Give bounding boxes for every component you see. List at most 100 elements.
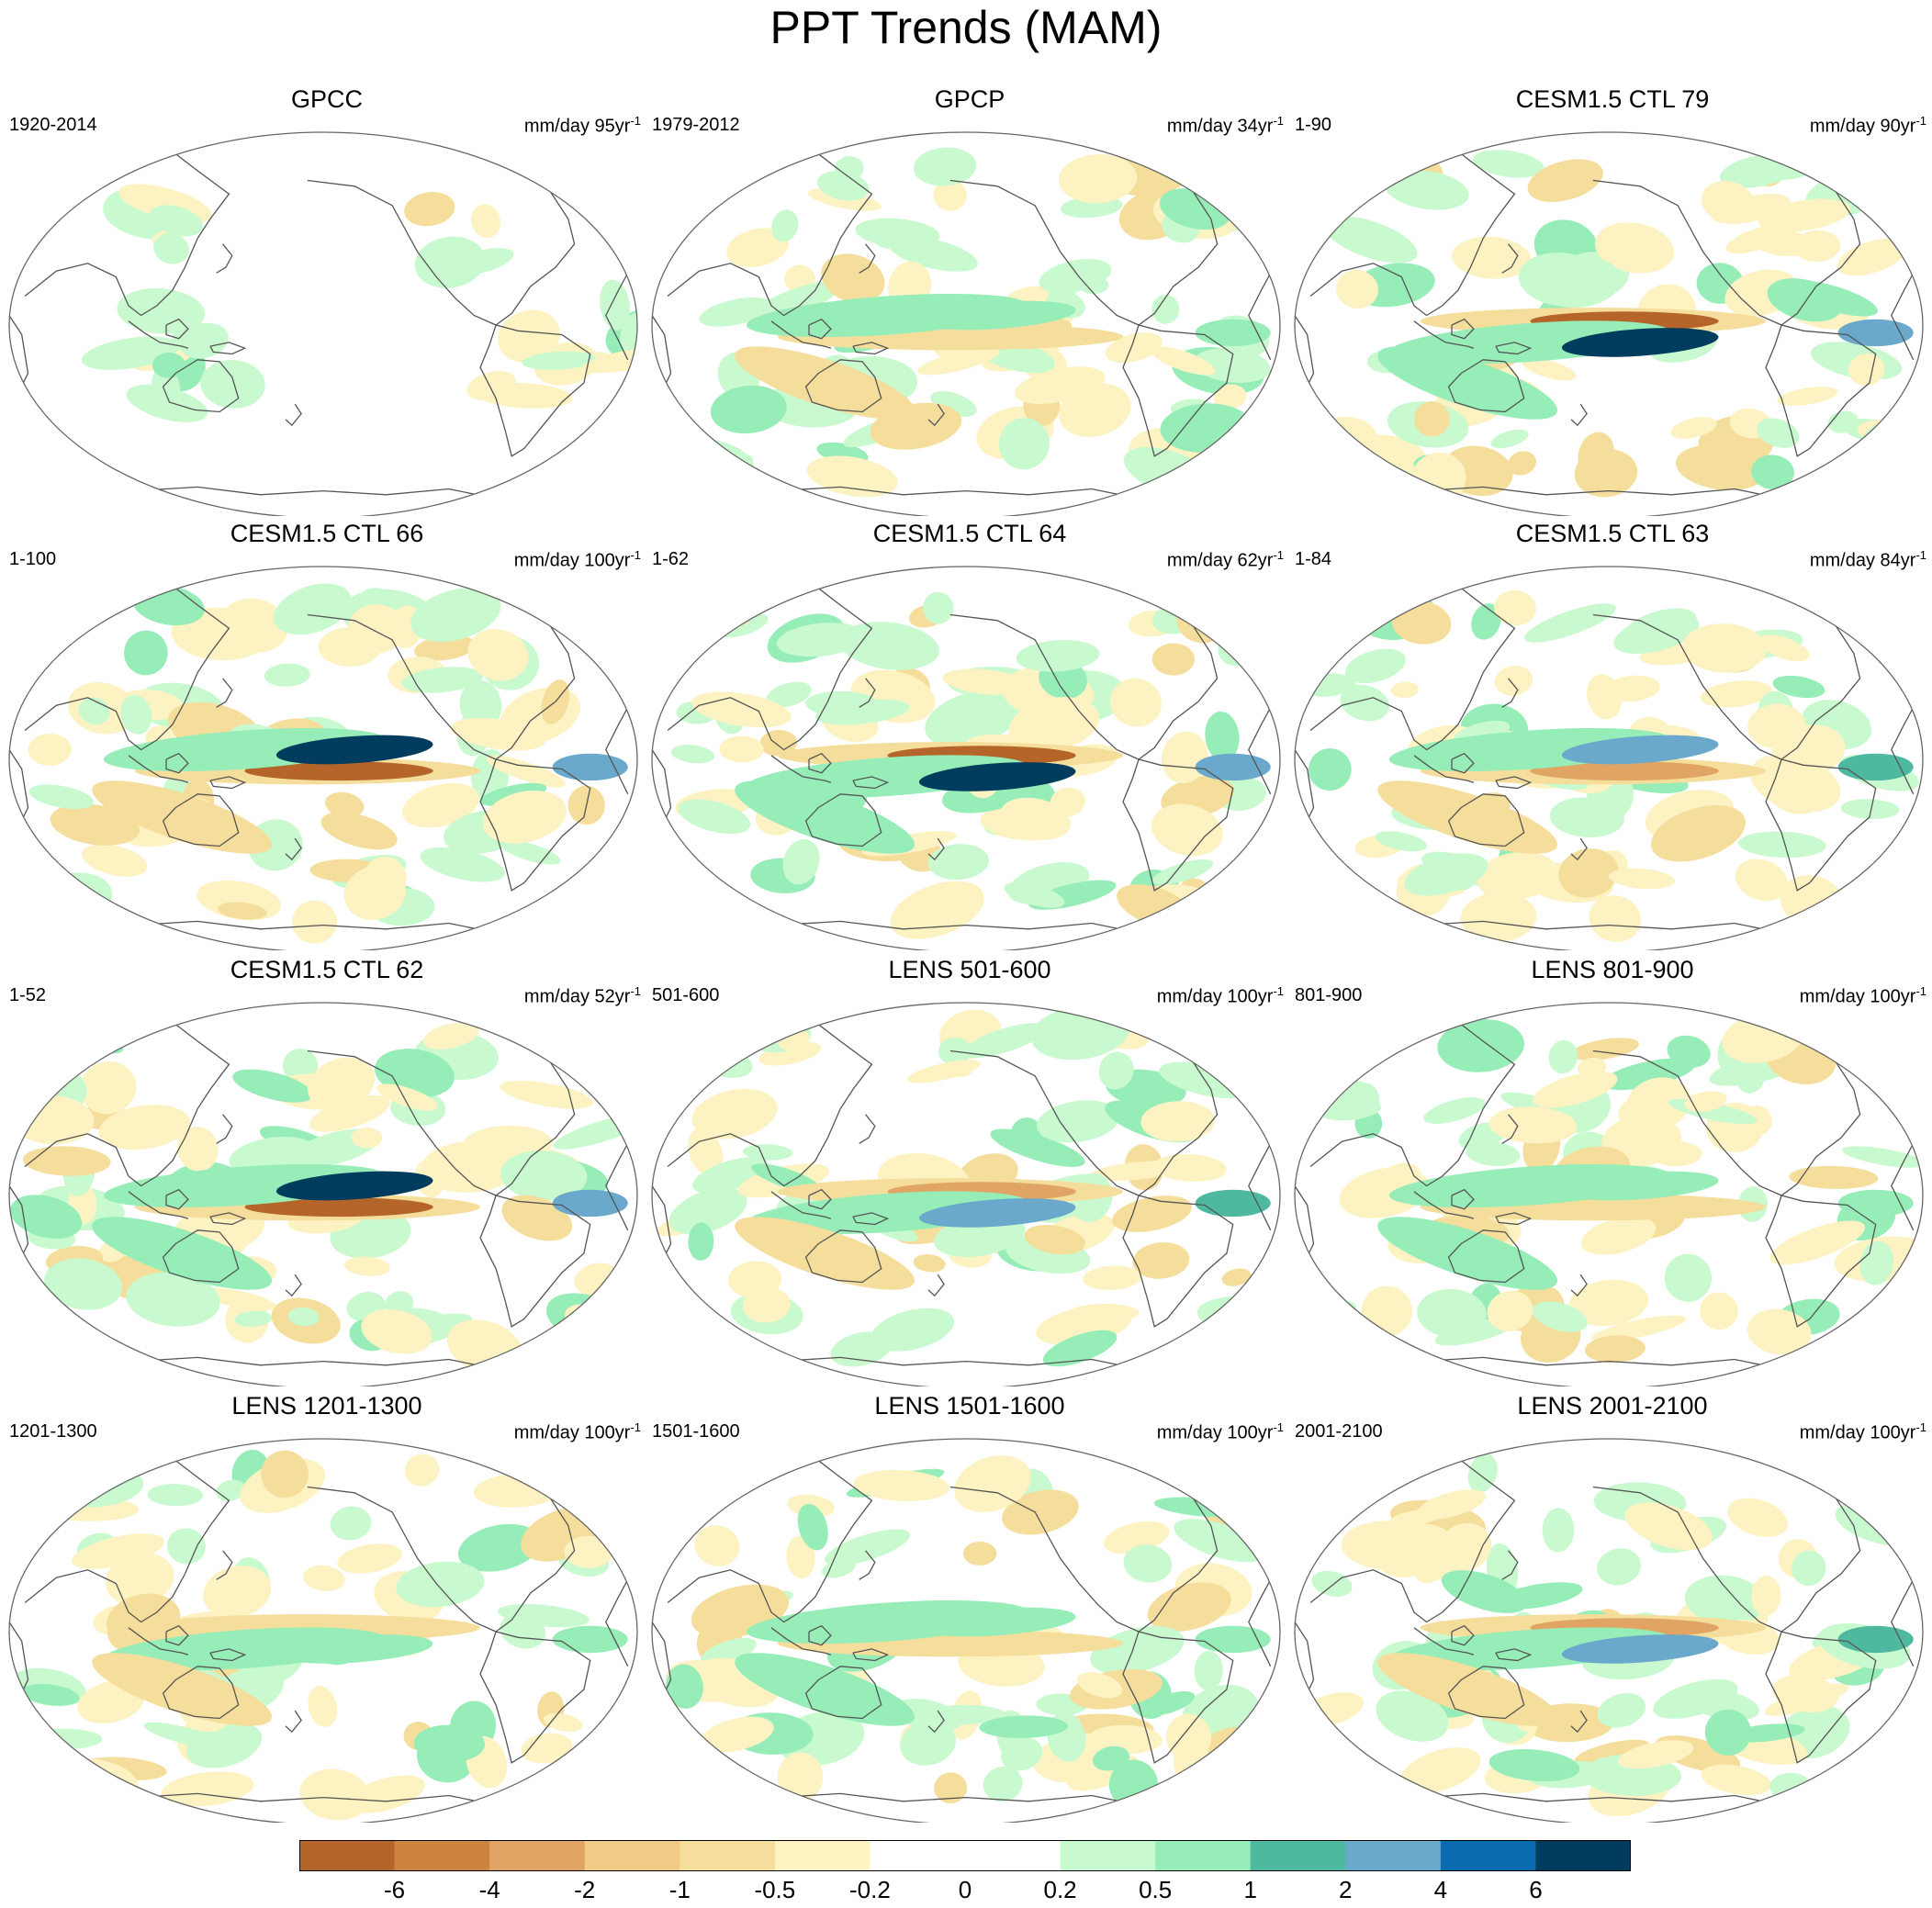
trend-contour [672,1047,729,1082]
robinson-map [8,566,638,950]
trend-contour [620,312,637,364]
coastline [859,243,876,274]
map-border [8,1002,638,1386]
trend-contour [1165,1713,1212,1761]
trend-contour [1568,1279,1649,1327]
panel-title: CESM1.5 CTL 62 [230,956,424,983]
coastline [1138,189,1219,326]
trend-contour [1123,1544,1173,1583]
trend-contour [1835,1500,1923,1547]
panel-units: mm/day 95yr-1 [524,110,641,138]
panel-period: 501-600 [652,985,720,1005]
map-panel: CESM1.5 CTL 79 1-90 mm/day 90yr-1 [1293,84,1932,516]
trend-contour [343,1256,391,1276]
trend-contour [1377,1653,1557,1726]
coastline [1217,1017,1275,1065]
trend-contour [691,1463,757,1485]
trend-contour [1618,1096,1675,1136]
units-text: mm/day [1809,116,1875,137]
trend-contour [1700,680,1772,708]
trend-contour [1704,1709,1751,1756]
colorbar-tick-label: -4 [478,1876,500,1903]
robinson-map [1294,1002,1924,1386]
colorbar-tick-label: 0 [958,1876,972,1903]
trend-contour [1109,678,1163,727]
coastline [1138,623,1219,760]
trend-field [11,1449,635,1821]
trend-contour [1777,387,1838,406]
trend-contour [1218,633,1252,667]
trend-contour [1840,799,1900,819]
coastline [134,920,497,934]
trend-contour [1194,1650,1223,1690]
robinson-map [651,1002,1281,1386]
trend-contour [46,1018,124,1054]
trend-contour [1176,593,1232,644]
trend-contour [318,627,382,667]
panel-title: CESM1.5 CTL 64 [872,520,1067,547]
trend-contour [1574,448,1638,498]
coastline [1780,1496,1861,1633]
trend-contour [1580,1216,1657,1255]
map-panel: LENS 801-900 801-900 mm/day 100yr-1 [1293,955,1932,1386]
trend-contour [1340,684,1389,722]
coastline [1248,1573,1275,1667]
trend-contour [890,881,984,939]
trend-contour [1413,401,1450,437]
robinson-map [651,566,1281,950]
trend-contour [28,733,72,766]
trend-contour [1854,454,1886,504]
panel-period: 801-900 [1295,985,1363,1005]
trend-contour [962,1023,1047,1059]
trend-contour [1772,675,1825,699]
trend-contour [72,1533,164,1569]
trend-contour [711,140,744,189]
trend-contour [1376,1690,1449,1742]
panel-units: mm/day 34yr-1 [1167,110,1284,138]
coastline [777,486,1140,499]
trend-contour [1772,1674,1839,1713]
coastline [128,1191,189,1219]
trend-contour [1494,665,1533,696]
trend-contour [1377,346,1557,420]
trend-contour [671,745,715,764]
per-exponent: -1 [1273,984,1284,998]
per-text: 100yr [1870,986,1916,1007]
trend-contour [871,1308,955,1352]
trend-field [1320,1011,1923,1364]
trend-contour [1213,384,1247,410]
per-exponent: -1 [630,114,641,128]
trend-contour [713,465,748,500]
trend-contour [906,1060,982,1083]
coastline [852,1648,890,1662]
coastline [808,1624,832,1646]
coastline [162,1666,240,1720]
trend-contour [264,663,310,687]
panel-units: mm/day 100yr-1 [514,544,641,572]
coastline [1420,1792,1782,1806]
trend-contour [1533,1071,1618,1108]
units-text: mm/day [1156,1422,1222,1443]
trend-contour [1098,1051,1134,1090]
trend-contour [1320,1099,1382,1121]
coastline [162,1229,240,1284]
trend-contour [1112,1195,1192,1232]
trend-contour [887,1633,1076,1654]
trend-contour [1561,1171,1719,1201]
trend-contour [1532,1301,1588,1332]
trend-field [1320,150,1923,505]
trend-contour [401,667,484,693]
trend-contour [683,868,715,901]
panel-period: 1201-1300 [9,1421,97,1442]
panel-title: LENS 1501-1600 [874,1392,1065,1420]
trend-contour [275,1634,433,1664]
coastline [1420,1356,1782,1370]
coastline [1765,1631,1877,1764]
trend-contour [1861,1468,1921,1496]
trend-contour [1002,1489,1079,1535]
panel-period: 1979-2012 [652,115,740,135]
coastline [652,1185,672,1263]
map-panel: LENS 1501-1600 1501-1600 mm/day 100yr-1 [650,1391,1289,1823]
panel-title: LENS 2001-2100 [1517,1392,1708,1420]
trend-contour [1221,1268,1252,1286]
